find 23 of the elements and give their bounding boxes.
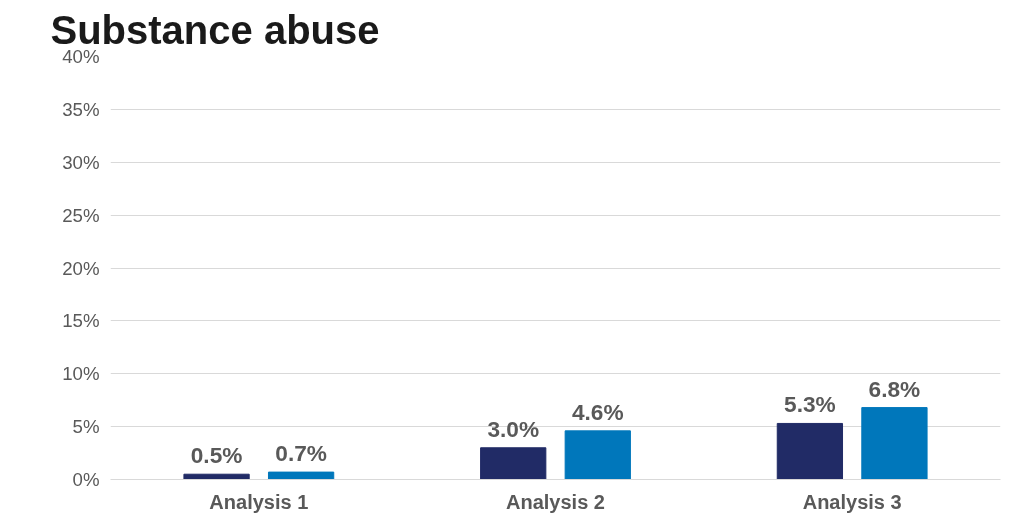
x-tick-label: Analysis 2 xyxy=(506,490,605,513)
data-label: 5.3% xyxy=(784,391,836,418)
bar xyxy=(267,471,335,480)
y-tick-label: 5% xyxy=(72,416,100,438)
x-tick-label: Analysis 3 xyxy=(802,490,902,513)
data-label: 0.7% xyxy=(275,440,327,467)
bar xyxy=(480,447,547,480)
bar xyxy=(861,407,928,480)
data-label: 6.8% xyxy=(868,375,921,402)
data-label: 4.6% xyxy=(571,398,624,425)
y-tick-label: 30% xyxy=(62,151,100,173)
y-tick-label: 40% xyxy=(62,46,100,67)
y-tick-label: 0% xyxy=(72,469,100,490)
y-tick-label: 10% xyxy=(62,363,100,385)
y-tick-label: 20% xyxy=(62,257,100,279)
bar xyxy=(776,422,844,480)
x-tick-label: Analysis 1 xyxy=(209,490,309,513)
bar xyxy=(564,430,631,480)
y-tick-label: 25% xyxy=(62,204,100,226)
data-label: 0.5% xyxy=(190,442,243,469)
data-label: 3.0% xyxy=(487,415,540,442)
y-tick-label: 35% xyxy=(62,98,100,120)
y-tick-label: 15% xyxy=(62,310,100,332)
